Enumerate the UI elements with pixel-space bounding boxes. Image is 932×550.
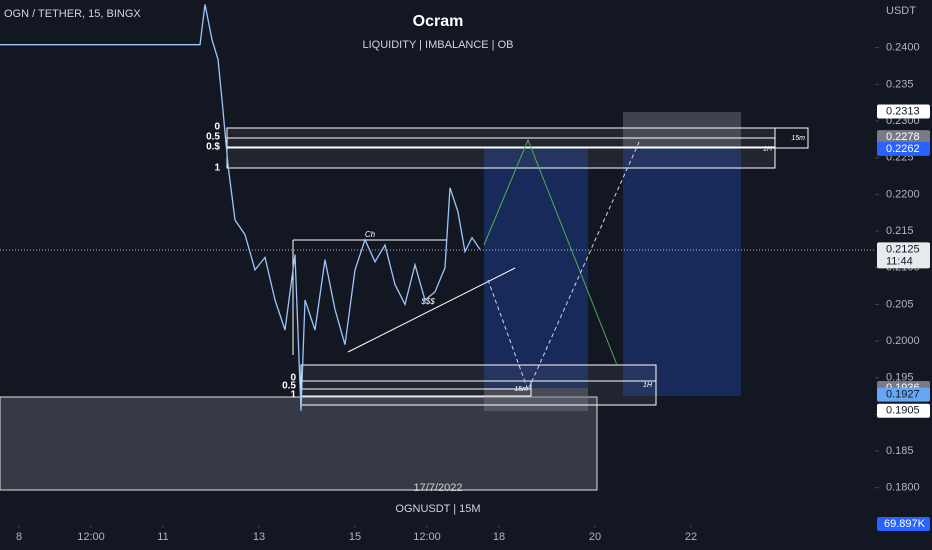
fib-level: 1 — [290, 390, 296, 401]
price-tag — [877, 141, 930, 156]
price-line — [0, 4, 481, 411]
x-tick-label: 18 — [493, 531, 505, 543]
tf-tag: 1H — [643, 382, 653, 389]
price-tag-label: 0.1905 — [886, 405, 920, 417]
price-tag-label: 0.1927 — [886, 388, 920, 400]
date-label: 17/7/2022 — [414, 482, 463, 494]
fib-level: 0.5 — [206, 132, 220, 143]
price-tag-label: 0.2125 — [886, 243, 920, 255]
y-tick-label: 0.195 — [886, 372, 914, 384]
x-tick-label: 20 — [589, 531, 601, 543]
x-tick-label: 22 — [685, 531, 697, 543]
y-tick-label: 0.2200 — [886, 188, 920, 200]
price-tag-label: 0.2262 — [886, 143, 920, 155]
axis-unit: USDT — [886, 5, 916, 17]
fib-level: 0 — [214, 122, 220, 133]
x-tick-label: 15 — [349, 531, 361, 543]
position-loss — [623, 112, 741, 148]
fib-level: 0 — [290, 373, 296, 384]
fib-level: 0.5 — [282, 381, 296, 392]
x-tick-label: 13 — [253, 531, 265, 543]
volume-tag-label: 69.897K — [884, 518, 926, 530]
tf-tag: 1H — [763, 146, 773, 153]
x-tick-label: 8 — [16, 531, 22, 543]
marker: $$$ — [420, 297, 435, 306]
x-tick-label: 12:00 — [413, 531, 441, 543]
y-tick-label: 0.185 — [886, 445, 914, 457]
y-tick-label: 0.205 — [886, 298, 914, 310]
projection — [483, 138, 618, 366]
y-tick-label: 0.215 — [886, 225, 914, 237]
watermark: OGNUSDT | 15M — [395, 503, 480, 515]
price-tag — [877, 242, 930, 269]
y-tick-label: 0.235 — [886, 78, 914, 90]
price-tag — [877, 387, 930, 402]
fib-level: 1 — [214, 163, 220, 174]
price-tag — [877, 403, 930, 418]
countdown: 11:44 — [886, 255, 913, 267]
price-tag — [877, 130, 930, 145]
position-profit — [484, 148, 588, 388]
tf-tag: 15m — [791, 135, 805, 142]
y-tick-label: 0.1800 — [886, 482, 920, 494]
volume-tag — [877, 517, 930, 531]
price-tag — [877, 104, 930, 119]
chart-title: Ocram — [413, 13, 464, 30]
zone-box — [0, 396, 598, 491]
ob-box-15m — [226, 127, 809, 149]
fib-level: 0.$ — [206, 142, 220, 153]
ob-box-15m — [300, 380, 532, 397]
tf-tag: 15m — [514, 386, 528, 393]
symbol: OGN / TETHER, 15, BINGX — [4, 8, 141, 20]
price-tag-label: 0.2313 — [886, 105, 920, 117]
price-tag-label: 0.2278 — [886, 131, 920, 143]
position-profit — [623, 148, 741, 396]
fib-box-lower — [300, 364, 657, 406]
x-tick-label: 11 — [157, 531, 168, 543]
y-tick-label: 0.2400 — [886, 42, 920, 54]
x-tick-label: 12:00 — [77, 531, 105, 543]
y-tick-label: 0.2000 — [886, 335, 920, 347]
chart-subtitle: LIQUIDITY | IMBALANCE | OB — [363, 39, 514, 51]
trendline — [347, 267, 516, 353]
marker: Ch — [365, 230, 376, 239]
